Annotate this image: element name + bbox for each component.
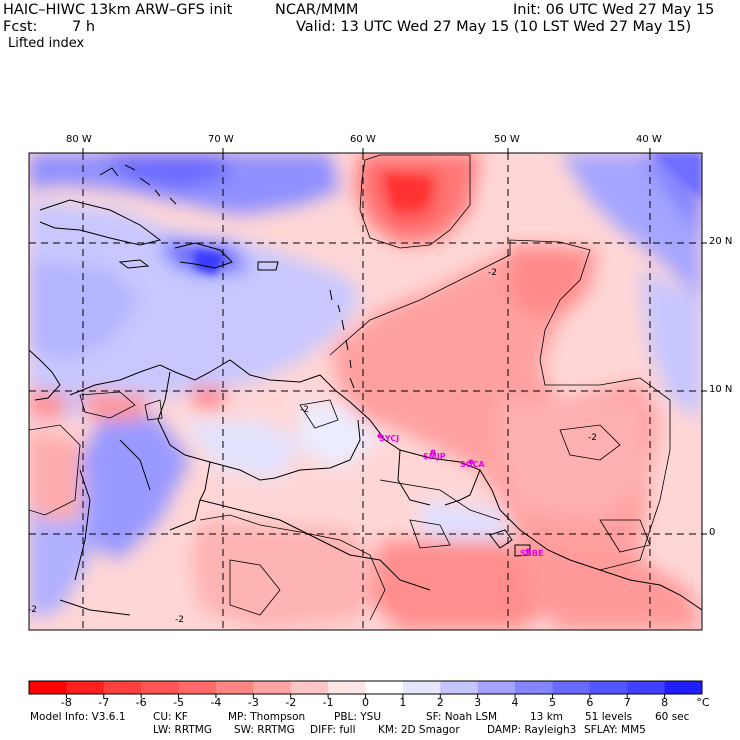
fcst-value: 7 h: [72, 19, 96, 35]
colorbar-tick-label: -1: [322, 696, 334, 709]
init-time: Init: 06 UTC Wed 27 May 15: [513, 2, 715, 18]
lon-label-50w: 50 W: [494, 134, 520, 145]
colorbar-swatch: [664, 681, 703, 694]
contour-label: -2: [588, 433, 597, 443]
colorbar-unit: °C: [696, 696, 710, 709]
lat-lon-grid: [29, 153, 702, 630]
colorbar-swatch: [440, 681, 479, 694]
lon-label-70w: 70 W: [208, 134, 234, 145]
footer-lw: LW: RRTMG: [153, 724, 212, 736]
contour-label: -2: [175, 615, 184, 625]
colorbar-swatch: [589, 681, 628, 694]
colorbar-swatch: [215, 681, 254, 694]
colorbar-tick-label: 7: [623, 696, 631, 709]
colorbar-swatch: [253, 681, 292, 694]
colorbar-tick-label: -3: [247, 696, 259, 709]
colorbar-tick-label: -4: [210, 696, 222, 709]
colorbar-swatch: [365, 681, 404, 694]
colorbar-tick-label: 2: [436, 696, 444, 709]
colorbar-swatch: [290, 681, 329, 694]
footer-timestep: 60 sec: [655, 711, 690, 723]
colorbar-tick-label: 8: [661, 696, 669, 709]
colorbar-swatch: [328, 681, 366, 694]
org-label: NCAR/MMM: [275, 2, 359, 18]
footer-levels: 51 levels: [585, 711, 633, 723]
contour-label: -2: [28, 605, 37, 615]
contour-label: -2: [300, 405, 309, 415]
colorbar-tick-label: 3: [474, 696, 482, 709]
colorbar-tick-label: 1: [399, 696, 407, 709]
colorbar: [28, 680, 703, 698]
lon-label-60w: 60 W: [350, 134, 376, 145]
field-name: Lifted index: [8, 36, 85, 51]
colorbar-tick-label: 6: [586, 696, 594, 709]
footer-sw: SW: RRTMG: [234, 724, 295, 736]
footer-resolution: 13 km: [530, 711, 564, 723]
colorbar-swatch: [178, 681, 217, 694]
footer-sflay: SFLAY: MM5: [584, 724, 646, 736]
footer-pbl: PBL: YSU: [334, 711, 382, 723]
lat-label-0: 0: [709, 527, 716, 538]
footer-cu: CU: KF: [153, 711, 188, 723]
footer-model-info: Model Info: V3.6.1: [30, 711, 126, 723]
model-title: HAIC–HIWC 13km ARW–GFS init: [3, 2, 233, 18]
colorbar-swatch: [627, 681, 666, 694]
colorbar-tick-label: 4: [511, 696, 519, 709]
footer-km: KM: 2D Smagor: [378, 724, 460, 736]
colorbar-swatch: [141, 681, 180, 694]
station-label: SYCJ: [379, 434, 399, 443]
colorbar-tick-label: 0: [362, 696, 369, 709]
lon-label-80w: 80 W: [66, 134, 92, 145]
station-label: SOCA: [460, 460, 485, 469]
footer-damp: DAMP: Rayleigh3: [487, 724, 577, 736]
colorbar-swatch: [477, 681, 516, 694]
colorbar-tick-label: 5: [548, 696, 556, 709]
map-ticks: [82, 148, 707, 535]
colorbar-swatch: [66, 681, 105, 694]
lat-label-10n: 10 N: [709, 384, 733, 395]
colorbar-tick-label: -7: [98, 696, 110, 709]
station-markers: [377, 433, 531, 554]
colorbar-swatch: [515, 681, 553, 694]
station-label: SMJP: [423, 452, 446, 461]
colorbar-swatch: [402, 681, 441, 694]
colorbar-tick-label: -8: [60, 696, 72, 709]
lat-label-20n: 20 N: [709, 236, 733, 247]
colorbar-swatch: [29, 681, 67, 694]
colorbar-tick-label: -5: [173, 696, 185, 709]
colorbar-swatch: [103, 681, 142, 694]
lon-label-40w: 40 W: [636, 134, 662, 145]
footer-diff: DIFF: full: [310, 724, 356, 736]
footer-mp: MP: Thompson: [228, 711, 306, 723]
fcst-label: Fcst:: [3, 19, 38, 35]
valid-time: Valid: 13 UTC Wed 27 May 15 (10 LST Wed …: [296, 19, 692, 35]
map-frame: [28, 152, 703, 631]
footer-sf: SF: Noah LSM: [426, 711, 498, 723]
colorbar-swatch: [552, 681, 591, 694]
colorbar-tick-label: -6: [135, 696, 147, 709]
contours: [29, 154, 671, 621]
station-label: SBBE: [520, 549, 543, 558]
contour-label: -2: [488, 268, 497, 278]
colorbar-tick-label: -2: [285, 696, 297, 709]
